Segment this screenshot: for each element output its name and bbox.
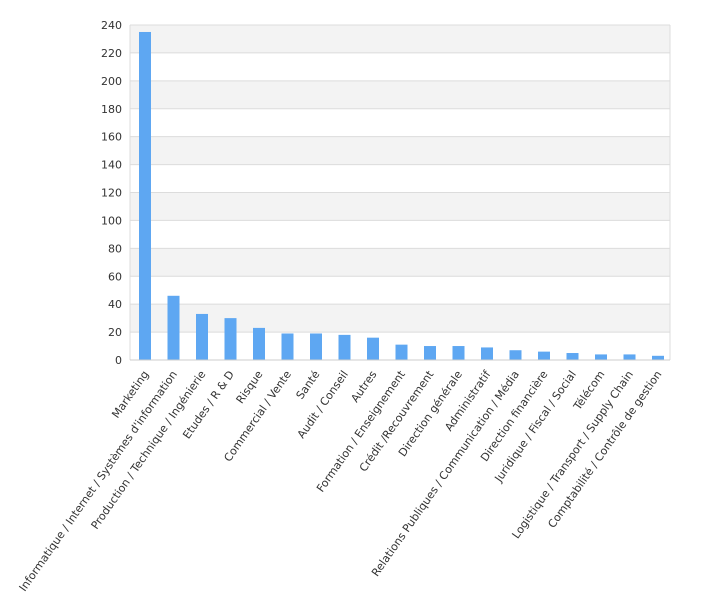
grid-band (130, 304, 670, 333)
bar[interactable] (538, 351, 550, 360)
grid-band (130, 136, 670, 165)
bar[interactable] (281, 333, 294, 360)
bar[interactable] (509, 350, 522, 360)
bar[interactable] (595, 354, 607, 360)
y-tick-label: 120 (101, 187, 122, 200)
bar[interactable] (367, 337, 379, 360)
bar[interactable] (566, 353, 579, 360)
y-tick-label: 140 (101, 159, 122, 172)
y-tick-label: 220 (101, 47, 122, 60)
gridlines (129, 24, 671, 361)
bar[interactable] (452, 346, 465, 360)
bar[interactable] (395, 344, 408, 360)
y-tick-label: 200 (101, 75, 122, 88)
bar[interactable] (652, 355, 664, 360)
y-tick-label: 160 (101, 131, 122, 144)
y-tick-label: 100 (101, 214, 122, 227)
bars (139, 31, 664, 361)
y-tick-label: 240 (101, 19, 122, 32)
y-tick-label: 40 (108, 298, 122, 311)
x-category-label: Etudes / R & D (180, 368, 237, 441)
bar[interactable] (224, 318, 237, 360)
bar[interactable] (310, 333, 322, 360)
y-tick-label: 60 (108, 270, 122, 283)
grid-band (130, 248, 670, 277)
bar[interactable] (338, 334, 351, 360)
bar[interactable] (623, 354, 636, 360)
grid-bands (130, 25, 670, 360)
grid-band (130, 220, 670, 249)
grid-band (130, 80, 670, 109)
bar[interactable] (481, 347, 493, 360)
grid-band (130, 52, 670, 81)
x-category-label: Informatique / Internet / Systèmes d'inf… (17, 368, 180, 594)
grid-band (130, 108, 670, 137)
grid-band (130, 276, 670, 305)
x-category-label: Santé (294, 368, 323, 402)
grid-band (130, 192, 670, 221)
bar[interactable] (424, 346, 436, 360)
grid-band (130, 25, 670, 53)
grid-band (130, 164, 670, 193)
y-tick-label: 80 (108, 242, 122, 255)
bar[interactable] (139, 31, 151, 361)
bar[interactable] (253, 327, 265, 360)
y-axis-ticks: 0 20 40 60 80 100 120 140 160 180 200 220 240 (101, 19, 122, 367)
bar[interactable] (196, 313, 208, 360)
y-tick-label: 20 (108, 326, 122, 339)
bar[interactable] (167, 295, 180, 360)
y-tick-label: 0 (115, 354, 122, 367)
y-tick-label: 180 (101, 103, 122, 116)
x-category-label: Production / Technique / Ingénierie (89, 368, 209, 532)
